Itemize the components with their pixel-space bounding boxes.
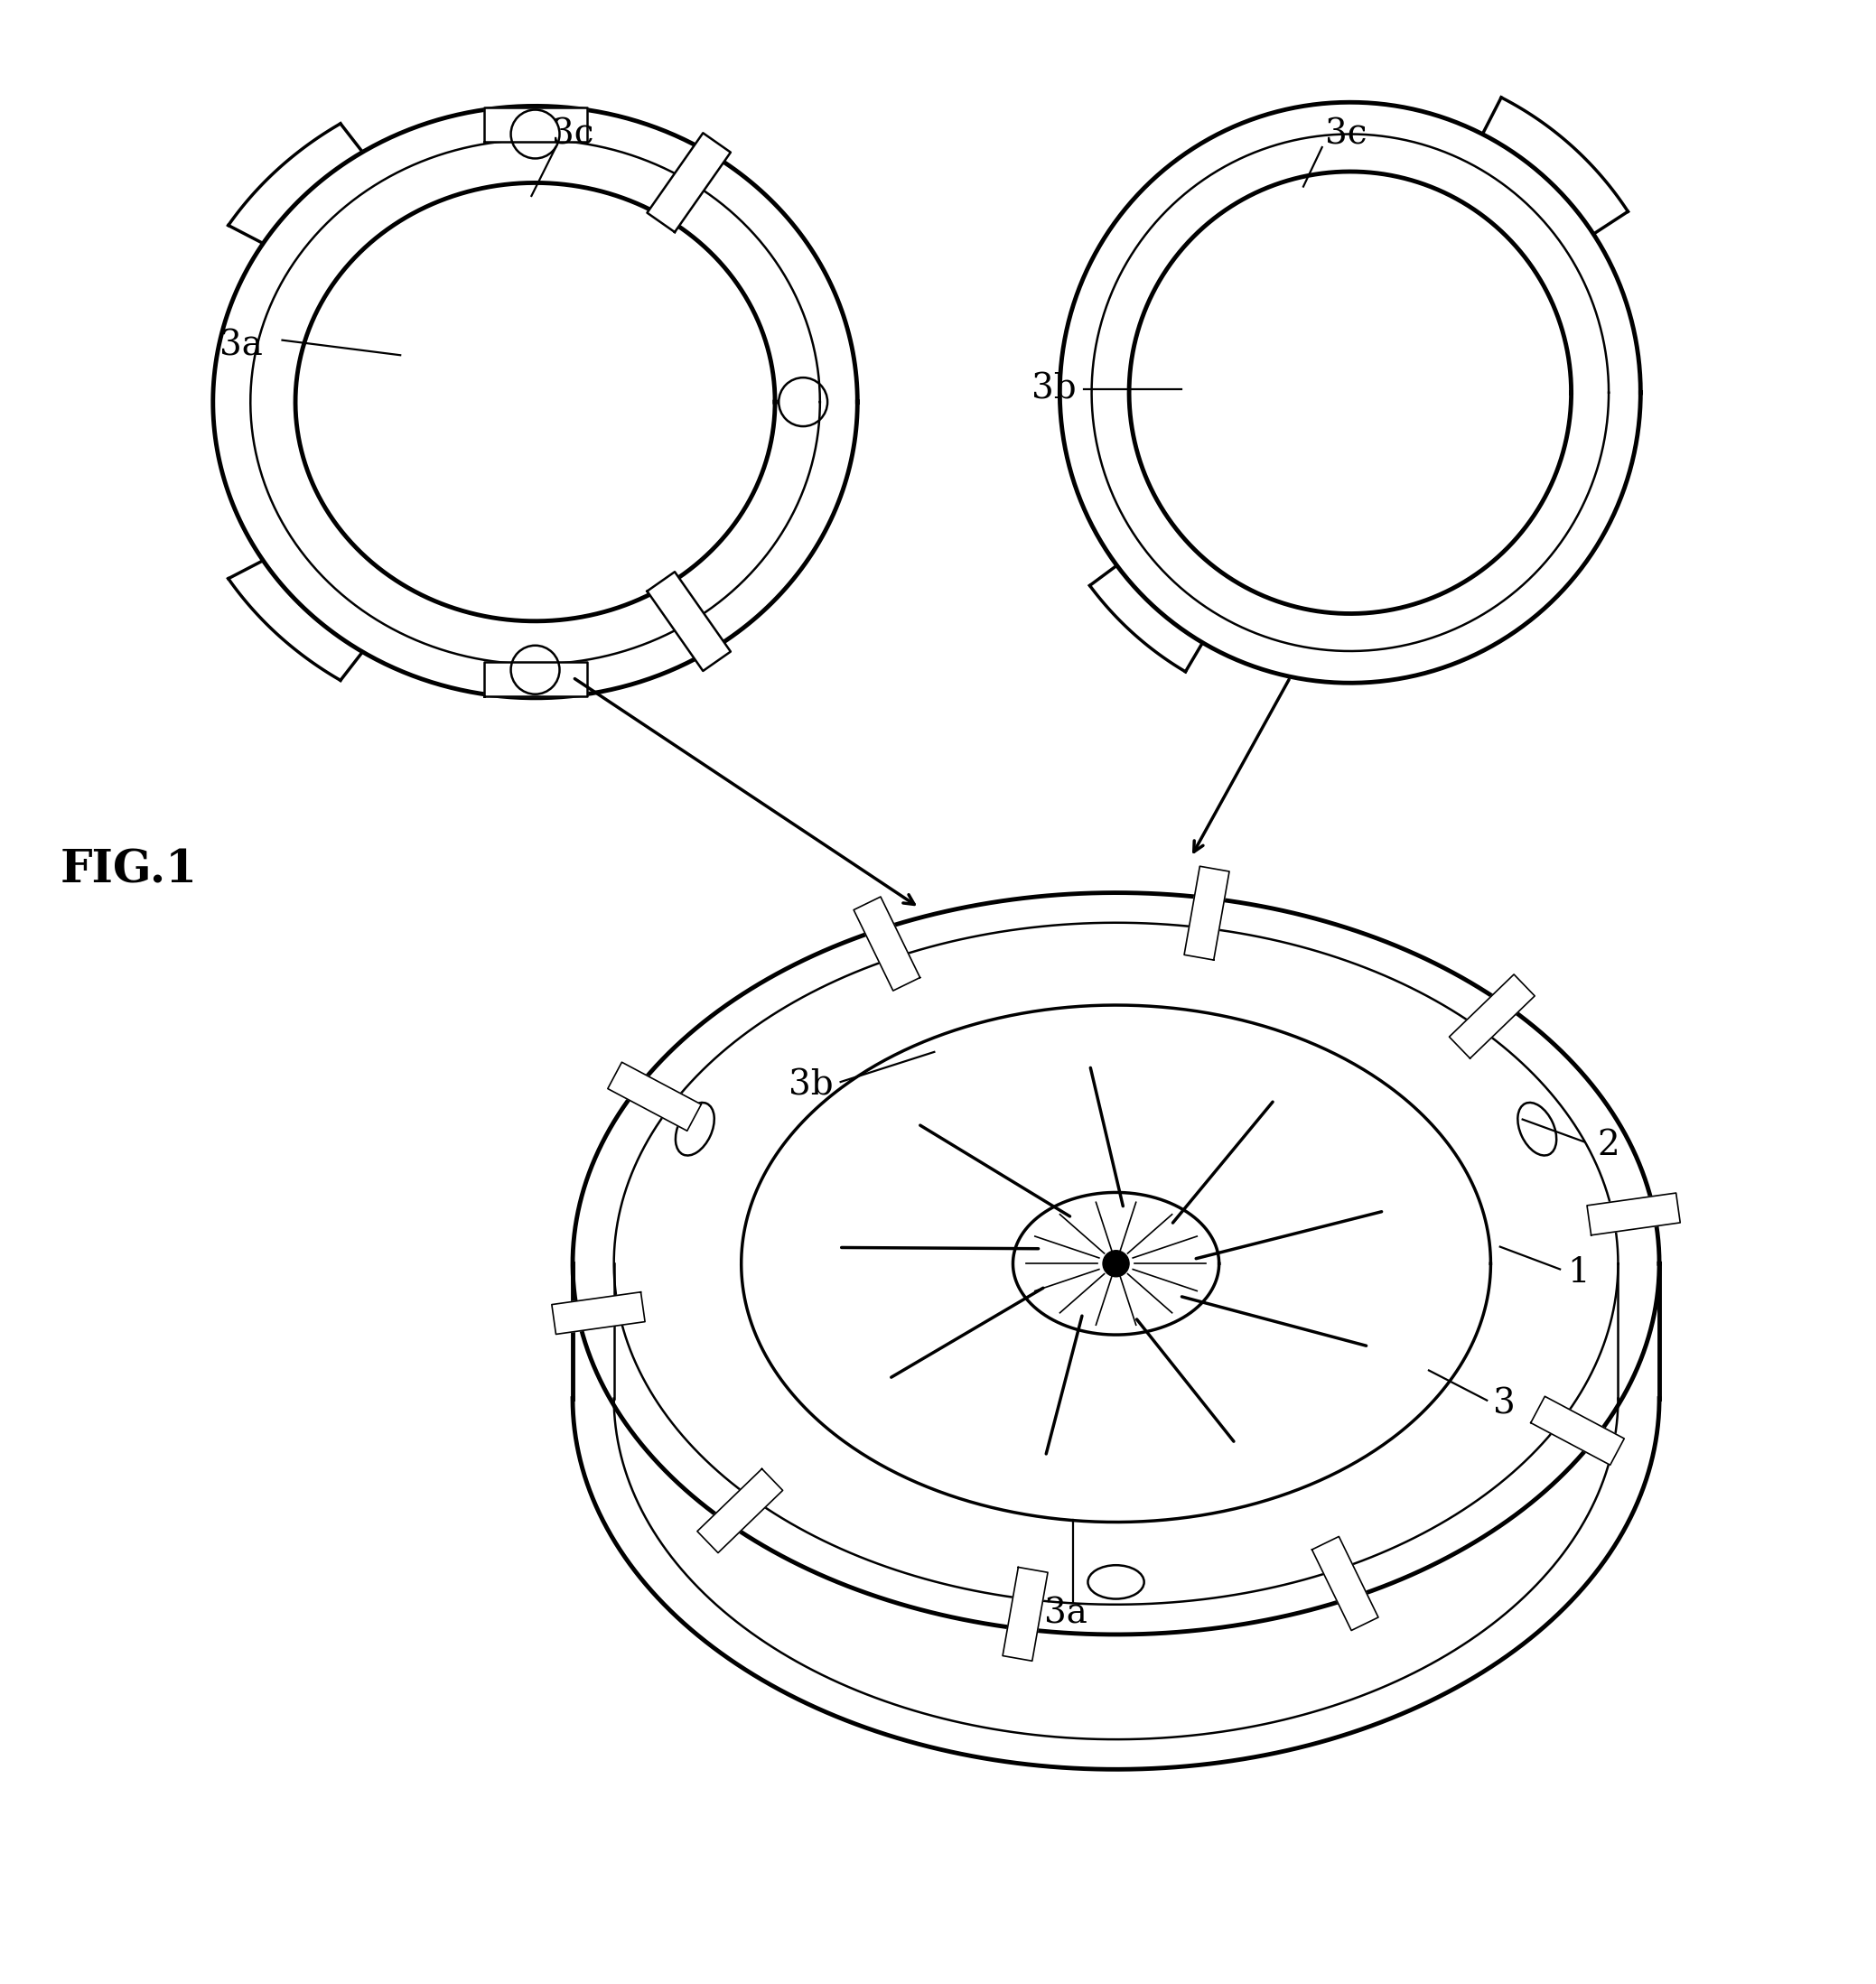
Polygon shape [1450,974,1535,1057]
Polygon shape [698,1468,782,1553]
Text: 3c: 3c [1326,117,1368,151]
Polygon shape [854,897,919,990]
Circle shape [1103,1250,1129,1278]
Text: 3b: 3b [1032,373,1077,405]
Polygon shape [552,1292,645,1333]
Text: 3c: 3c [552,117,593,151]
Polygon shape [484,107,587,141]
Polygon shape [1531,1397,1625,1464]
Polygon shape [647,133,730,232]
Text: 3a: 3a [1043,1597,1086,1631]
Text: 2: 2 [1598,1129,1619,1163]
Text: 3a: 3a [219,329,263,363]
Polygon shape [1002,1567,1049,1661]
Polygon shape [647,571,730,671]
Text: 3: 3 [1493,1387,1516,1421]
Text: FIG.1: FIG.1 [60,847,197,893]
Polygon shape [1587,1192,1681,1236]
Polygon shape [484,663,587,696]
Polygon shape [1184,867,1229,960]
Text: 1: 1 [1568,1256,1589,1290]
Polygon shape [1311,1536,1379,1631]
Polygon shape [608,1061,702,1131]
Text: 3b: 3b [788,1069,833,1103]
